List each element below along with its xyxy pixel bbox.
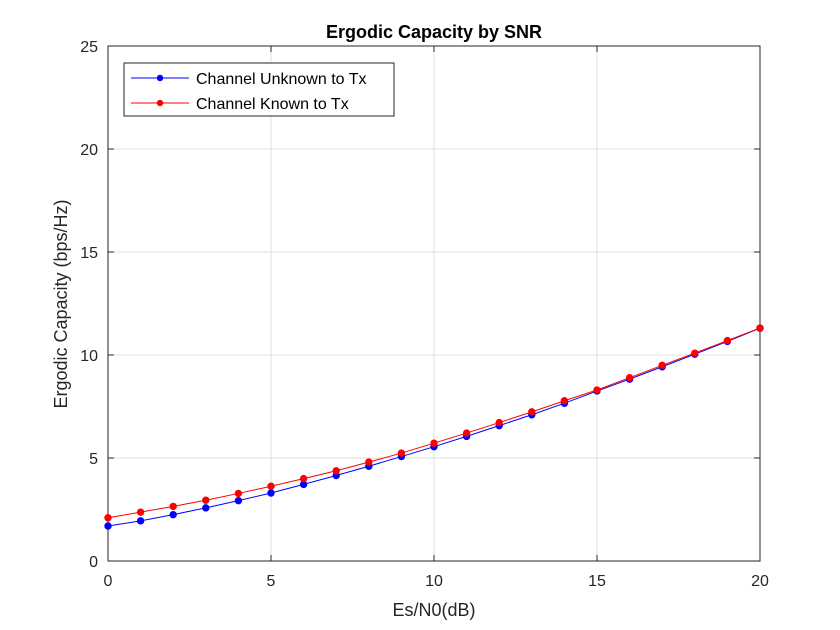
data-point xyxy=(332,467,340,475)
data-point xyxy=(169,502,177,511)
data-point xyxy=(495,418,503,427)
y-tick-label: 5 xyxy=(89,451,98,468)
series-1 xyxy=(104,324,764,522)
data-point xyxy=(267,482,275,490)
data-point xyxy=(625,373,634,382)
data-point xyxy=(299,474,308,483)
data-point xyxy=(136,517,145,525)
data-point xyxy=(756,324,764,332)
legend-marker xyxy=(156,74,164,82)
data-point xyxy=(528,408,536,416)
legend-box xyxy=(123,62,395,117)
y-tick-label: 10 xyxy=(80,348,98,365)
x-axis-label: Es/N0(dB) xyxy=(392,600,475,620)
x-tick-label: 10 xyxy=(425,573,443,590)
x-tick-label: 15 xyxy=(588,573,606,590)
y-tick-label: 15 xyxy=(80,245,98,262)
legend-marker xyxy=(156,99,164,107)
x-tick-label: 0 xyxy=(104,573,113,590)
data-point xyxy=(593,386,601,394)
series-layer xyxy=(104,324,764,530)
data-point xyxy=(267,489,275,497)
legend: Channel Unknown to Tx Channel Known to Tx xyxy=(123,62,395,117)
legend-entry: Channel Unknown to Tx xyxy=(131,71,366,88)
legend-entry: Channel Known to Tx xyxy=(131,96,349,113)
tick-labels: 0 5 10 15 20 0 5 10 15 20 25 xyxy=(80,39,769,590)
legend-label: Channel Known to Tx xyxy=(196,96,349,113)
x-tick-label: 20 xyxy=(751,573,769,590)
chart-title: Ergodic Capacity by SNR xyxy=(326,22,542,42)
y-tick-label: 25 xyxy=(80,39,98,56)
data-point xyxy=(234,489,243,498)
data-point xyxy=(136,508,145,516)
y-tick-label: 0 xyxy=(89,554,98,571)
data-point xyxy=(462,429,471,437)
y-tick-label: 20 xyxy=(80,142,98,159)
data-point xyxy=(202,504,210,512)
data-point xyxy=(365,458,373,466)
data-point xyxy=(234,496,243,505)
data-point xyxy=(560,397,569,405)
data-point xyxy=(104,522,112,530)
axes-box xyxy=(107,45,761,562)
data-point xyxy=(202,496,210,504)
data-point xyxy=(104,514,112,522)
data-point xyxy=(658,361,666,369)
legend-label: Channel Unknown to Tx xyxy=(196,71,366,88)
data-point xyxy=(169,510,177,519)
data-point xyxy=(691,349,699,357)
axes xyxy=(107,45,761,562)
y-axis-label: Ergodic Capacity (bps/Hz) xyxy=(51,199,71,408)
data-point xyxy=(430,439,438,447)
x-tick-label: 5 xyxy=(267,573,276,590)
data-point xyxy=(723,336,732,345)
data-point xyxy=(397,449,406,457)
